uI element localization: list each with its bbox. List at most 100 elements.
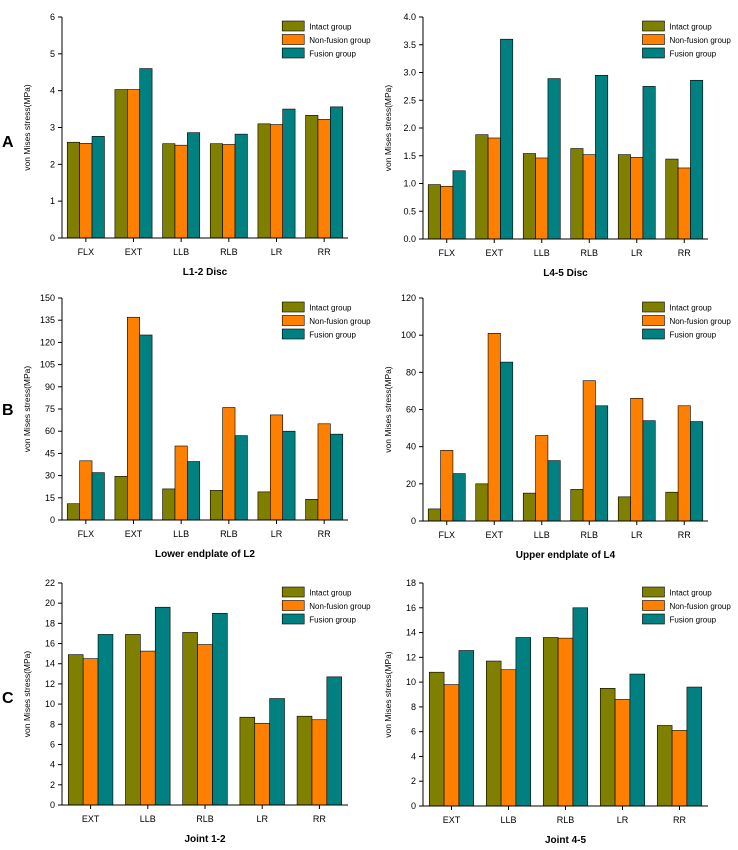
y-tick-label: 30	[45, 471, 55, 481]
legend-swatch-intact	[642, 301, 665, 313]
x-tick-label: LR	[617, 815, 629, 825]
y-tick-label: 0	[411, 516, 416, 526]
x-tick-label: EXT	[485, 530, 503, 540]
bar-nonfusion-lr	[269, 124, 283, 239]
x-tick-label: LLB	[140, 814, 156, 824]
bar-fusion-flx	[452, 170, 466, 240]
chart-panel-1: 0 1 2 3 4 5 6 FLX EXT LLB RLB LR RR von Mises stress(…	[22, 12, 371, 278]
x-tick-label: LLB	[534, 530, 550, 540]
x-tick-label: EXT	[125, 529, 143, 539]
chart-title: Joint 1-2	[184, 834, 226, 845]
y-tick-label: 60	[406, 405, 416, 415]
legend-label-fusion: Fusion group	[669, 50, 716, 59]
bar-nonfusion-llb	[140, 650, 156, 806]
bar-fusion-ext	[500, 38, 514, 240]
row-label-c: C	[2, 690, 14, 707]
chart-title: Upper endplate of L4	[516, 550, 616, 561]
x-tick-label: FLX	[438, 248, 455, 258]
y-tick-label: 3.5	[403, 40, 416, 50]
legend-label-fusion: Fusion group	[309, 50, 356, 59]
x-tick-label: FLX	[78, 529, 95, 539]
y-tick-label: 15	[45, 493, 55, 503]
legend-swatch-fusion	[642, 328, 665, 340]
bar-fusion-rlb	[212, 612, 228, 806]
bar-intact-ext	[475, 483, 489, 522]
legend-swatch-nonfusion	[281, 34, 305, 45]
legend-label-fusion: Fusion group	[669, 331, 716, 340]
bar-nonfusion-rlb	[557, 637, 574, 807]
x-tick-label: RLB	[220, 247, 238, 257]
y-tick-label: 0.5	[403, 206, 416, 216]
chart-panel-4: 0 20 40 60 80 100 120 FLX EXT LLB RLB LR RR von Mises…	[383, 293, 731, 561]
legend-label-nonfusion: Non-fusion group	[669, 36, 731, 45]
y-tick-label: 20	[406, 479, 416, 489]
legend-swatch-fusion	[642, 47, 665, 59]
x-tick-label: LR	[256, 814, 268, 824]
bar-fusion-lr	[642, 86, 656, 240]
bar-nonfusion-ext	[487, 333, 501, 522]
x-tick-label: LR	[271, 247, 283, 257]
bar-intact-rlb	[209, 490, 223, 521]
x-tick-label: LLB	[173, 247, 189, 257]
y-tick-label: 60	[45, 426, 55, 436]
legend-swatch-fusion	[642, 613, 665, 625]
y-tick-label: 8	[411, 702, 416, 712]
bar-nonfusion-rlb	[582, 154, 596, 240]
bar-fusion-flx	[91, 472, 105, 521]
bar-nonfusion-ext	[487, 137, 501, 240]
x-tick-label: EXT	[443, 815, 461, 825]
bar-nonfusion-flx	[79, 143, 93, 239]
bar-fusion-rr	[690, 79, 704, 240]
y-axis-label: von Mises stress(MPa)	[383, 366, 393, 453]
bar-fusion-llb	[547, 460, 561, 522]
bar-intact-ext	[428, 671, 445, 807]
bar-fusion-rr	[330, 106, 344, 239]
x-tick-label: FLX	[438, 530, 455, 540]
legend-swatch-intact	[281, 586, 305, 598]
chart-title: Joint 4-5	[545, 835, 587, 846]
x-tick-label: RLB	[580, 530, 598, 540]
legend-swatch-nonfusion	[642, 34, 665, 45]
bar-intact-llb	[522, 492, 536, 522]
legend-label-nonfusion: Non-fusion group	[309, 317, 371, 326]
y-tick-label: 10	[45, 699, 55, 709]
bar-intact-lr	[257, 491, 271, 521]
x-tick-label: LLB	[173, 529, 189, 539]
bar-nonfusion-lr	[630, 398, 644, 522]
bar-intact-llb	[162, 488, 176, 521]
bar-fusion-rlb	[595, 74, 609, 240]
bar-intact-rr	[656, 725, 673, 807]
bar-intact-rlb	[209, 143, 223, 239]
y-tick-label: 45	[45, 448, 55, 458]
legend-label-intact: Intact group	[669, 23, 712, 32]
bar-nonfusion-ext	[82, 658, 99, 806]
bar-fusion-ext	[458, 650, 475, 807]
x-tick-label: LLB	[500, 815, 516, 825]
legend-swatch-nonfusion	[281, 600, 305, 611]
bar-intact-llb	[522, 153, 536, 240]
x-tick-label: RLB	[220, 529, 238, 539]
chart-title: Lower endplate of L2	[155, 549, 255, 560]
bar-nonfusion-llb	[500, 669, 517, 807]
legend-swatch-nonfusion	[281, 315, 305, 326]
y-tick-label: 2.5	[403, 95, 416, 105]
y-tick-label: 16	[45, 639, 55, 649]
y-tick-label: 14	[406, 628, 416, 638]
y-tick-label: 4	[411, 751, 416, 761]
legend-label-intact: Intact group	[309, 304, 352, 313]
bar-nonfusion-rr	[317, 423, 331, 521]
y-tick-label: 2.0	[403, 123, 416, 133]
y-tick-label: 0.0	[403, 234, 416, 244]
legend-label-intact: Intact group	[309, 23, 352, 32]
bar-intact-ext	[67, 654, 84, 806]
legend-label-intact: Intact group	[669, 304, 712, 313]
legend-label-nonfusion: Non-fusion group	[669, 602, 731, 611]
legend-label-fusion: Fusion group	[309, 331, 356, 340]
y-tick-label: 0	[50, 800, 55, 810]
y-tick-label: 2	[411, 776, 416, 786]
y-tick-label: 1.0	[403, 179, 416, 189]
chart-title: L4-5 Disc	[543, 268, 588, 279]
bar-fusion-ext	[500, 361, 514, 522]
bar-intact-rlb	[542, 637, 559, 807]
